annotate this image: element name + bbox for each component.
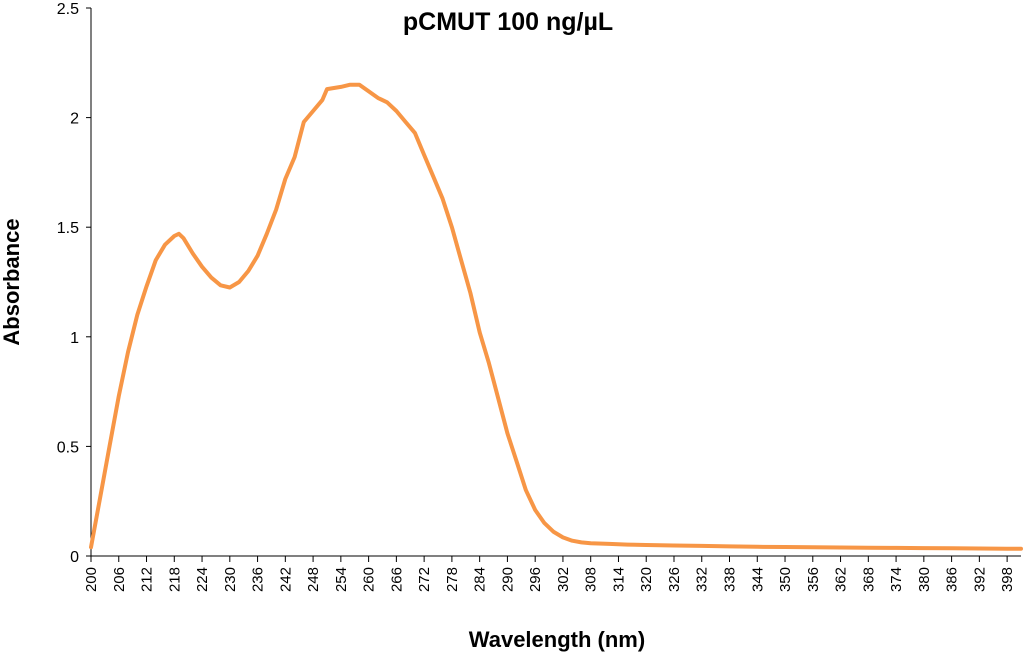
x-tick-label: 206 bbox=[111, 567, 128, 592]
x-tick-label: 248 bbox=[305, 567, 322, 592]
x-tick-label: 374 bbox=[888, 567, 905, 592]
x-tick-label: 218 bbox=[166, 567, 183, 592]
x-tick-label: 266 bbox=[388, 567, 405, 592]
absorbance-series-line bbox=[89, 82, 1023, 551]
x-tick-label: 344 bbox=[749, 567, 766, 592]
x-tick-label: 260 bbox=[361, 567, 378, 592]
x-tick-label: 272 bbox=[416, 567, 433, 592]
x-tick-label: 380 bbox=[916, 567, 933, 592]
x-tick-label: 242 bbox=[277, 567, 294, 592]
x-tick-label: 362 bbox=[833, 567, 850, 592]
y-axis: 0 0.5 1 1.5 2 2.5 bbox=[57, 1, 91, 566]
y-tick-label: 2 bbox=[70, 111, 79, 128]
x-tick-label: 314 bbox=[610, 567, 627, 592]
x-tick-label: 230 bbox=[222, 567, 239, 592]
y-tick-label: 2.5 bbox=[57, 1, 79, 18]
x-tick-label: 254 bbox=[333, 567, 350, 592]
x-axis-label: Wavelength (nm) bbox=[469, 627, 645, 652]
x-tick-label: 290 bbox=[499, 567, 516, 592]
x-tick-label: 356 bbox=[805, 567, 822, 592]
y-tick-label: 1 bbox=[70, 330, 79, 347]
x-tick-label: 200 bbox=[83, 567, 100, 592]
x-tick-label: 296 bbox=[527, 567, 544, 592]
chart-title: pCMUT 100 ng/µL bbox=[403, 8, 613, 36]
x-tick-label: 326 bbox=[666, 567, 683, 592]
x-tick-label: 284 bbox=[472, 567, 489, 592]
y-tick-label: 0 bbox=[70, 549, 79, 566]
x-axis: 200 206 212 218 224 230 236 242 248 254 260 266 272 2… bbox=[83, 556, 1016, 592]
x-tick-label: 302 bbox=[555, 567, 572, 592]
x-tick-label: 320 bbox=[638, 567, 655, 592]
x-tick-label: 338 bbox=[722, 567, 739, 592]
x-tick-label: 386 bbox=[944, 567, 961, 592]
x-tick-label: 368 bbox=[860, 567, 877, 592]
x-tick-label: 308 bbox=[583, 567, 600, 592]
x-tick-label: 212 bbox=[139, 567, 156, 592]
x-tick-label: 224 bbox=[194, 567, 211, 592]
x-tick-label: 392 bbox=[971, 567, 988, 592]
y-tick-label: 0.5 bbox=[57, 439, 79, 456]
y-axis-label: Absorbance bbox=[0, 218, 24, 345]
x-tick-label: 278 bbox=[444, 567, 461, 592]
x-tick-label: 236 bbox=[250, 567, 267, 592]
x-tick-label: 350 bbox=[777, 567, 794, 592]
x-tick-label: 332 bbox=[694, 567, 711, 592]
y-tick-label: 1.5 bbox=[57, 220, 79, 237]
x-tick-label: 398 bbox=[999, 567, 1016, 592]
